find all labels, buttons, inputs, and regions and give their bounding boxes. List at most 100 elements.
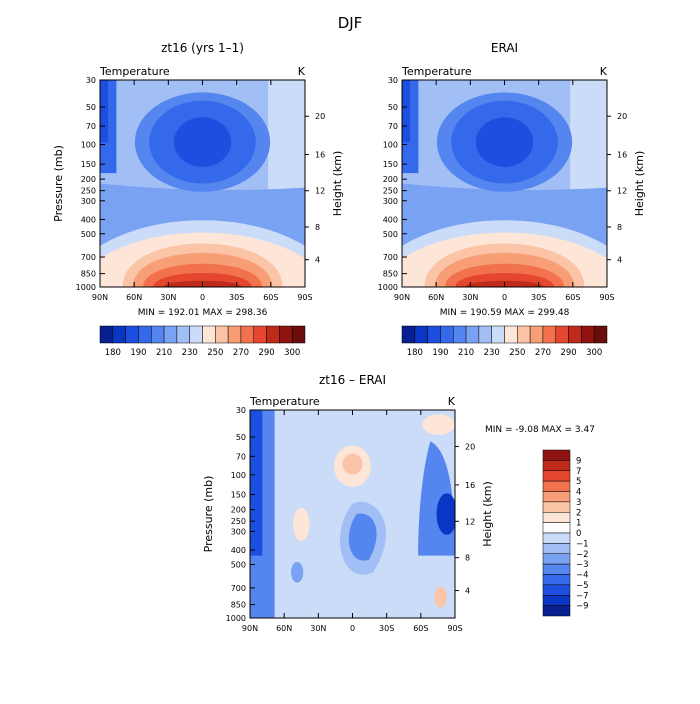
- y-tick-label: 50: [236, 433, 246, 442]
- x-tick-label: 30S: [379, 624, 394, 633]
- y-tick-label: 400: [231, 546, 246, 555]
- colorbar-swatch: [189, 325, 203, 344]
- colorbar-swatch: [542, 574, 571, 586]
- stats-text: MIN = -9.08 MAX = 3.47: [485, 425, 595, 435]
- x-tick-label: 90S: [447, 624, 462, 633]
- colorbar-swatch: [542, 595, 571, 606]
- y-tick-label: 200: [383, 175, 398, 184]
- colorbar-swatch: [542, 522, 571, 534]
- colorbar-label: −7: [576, 591, 589, 601]
- colorbar-label: 230: [182, 348, 198, 358]
- y-tick-label: 250: [231, 517, 246, 526]
- y-tick-label: 850: [231, 601, 246, 610]
- panel-model: zt16 (yrs 1–1) Temperature K 90N 60N 30N 0 30S 6…: [52, 41, 344, 358]
- y-tick-label: 1000: [378, 283, 398, 292]
- y-axis-label: Pressure (mb): [52, 145, 65, 222]
- field-contour: [402, 80, 411, 143]
- y-tick-label: 500: [231, 560, 246, 569]
- colorbar-swatch: [542, 563, 571, 575]
- field-contour: [173, 117, 232, 167]
- colorbar-label: 190: [130, 348, 146, 358]
- y-tick-label: 300: [231, 527, 246, 536]
- colorbar-label: 300: [284, 348, 300, 358]
- colorbar-swatch: [163, 325, 178, 344]
- colorbar-label: 300: [586, 348, 602, 358]
- field-contour: [475, 117, 534, 167]
- colorbar-label: 2: [576, 508, 581, 518]
- height-tick-label: 8: [617, 223, 622, 232]
- x-tick-label: 60S: [565, 293, 580, 302]
- contour-field: [402, 80, 607, 287]
- y-axis-label: Pressure (mb): [202, 476, 215, 553]
- y-tick-label: 250: [81, 187, 96, 196]
- colorbar-swatch: [176, 325, 190, 344]
- contour-field: [250, 410, 455, 618]
- colorbar-swatch: [266, 325, 280, 344]
- panel-subtitle-left: Temperature: [99, 65, 170, 78]
- height-tick-label: 12: [315, 187, 325, 196]
- y-tick-label: 50: [388, 103, 398, 112]
- colorbar-label: −1: [576, 539, 589, 549]
- y-tick-label: 100: [231, 471, 246, 480]
- y-tick-label: 400: [383, 215, 398, 224]
- y-tick-label: 300: [383, 197, 398, 206]
- y-tick-label: 200: [231, 506, 246, 515]
- y-tick-label: 50: [86, 103, 96, 112]
- field-contour: [434, 586, 447, 608]
- colorbar-swatch: [568, 325, 582, 344]
- x-tick-label: 30S: [531, 293, 546, 302]
- colorbar-label: −5: [576, 581, 589, 591]
- colorbar-swatch: [427, 325, 441, 344]
- colorbar-swatch: [542, 605, 571, 617]
- field-contour: [422, 414, 455, 435]
- colorbar-label: 5: [576, 477, 581, 487]
- x-tick-label: 90N: [92, 293, 108, 302]
- colorbar-swatch: [542, 449, 571, 461]
- x-tick-label: 90N: [242, 624, 258, 633]
- colorbar-label: 250: [207, 348, 223, 358]
- x-tick-label: 0: [200, 293, 205, 302]
- y-tick-label: 70: [86, 122, 96, 131]
- field-contour: [436, 493, 455, 535]
- y-tick-label: 100: [81, 141, 96, 150]
- field-contour: [293, 507, 310, 542]
- colorbar-swatch: [542, 501, 571, 513]
- colorbar-swatch: [542, 470, 571, 482]
- x-tick-label: 60S: [413, 624, 428, 633]
- field-contour: [291, 561, 304, 583]
- y-tick-label: 150: [383, 160, 398, 169]
- colorbar-swatch: [151, 325, 165, 344]
- colorbar-swatch: [593, 325, 608, 344]
- stats-text: MIN = 192.01 MAX = 298.36: [138, 308, 268, 318]
- colorbar-swatch: [227, 325, 242, 344]
- colorbar-label: 290: [560, 348, 576, 358]
- height-tick-label: 20: [315, 112, 325, 121]
- colorbar-label: 290: [258, 348, 274, 358]
- panel-subtitle-left: Temperature: [249, 395, 320, 408]
- y-tick-label: 500: [383, 230, 398, 239]
- colorbar-swatch: [542, 532, 571, 544]
- colorbar-swatch: [215, 325, 229, 344]
- x-tick-label: 0: [350, 624, 355, 633]
- height-tick-label: 16: [465, 481, 475, 490]
- colorbar-swatch: [542, 460, 571, 471]
- y-tick-label: 850: [81, 270, 96, 279]
- colorbar-label: 7: [576, 467, 581, 477]
- panel-diff: zt16 – ERAI Temperature K 90N 60N 30N 0 30S 60S 9…: [202, 373, 595, 633]
- field-contour: [250, 410, 263, 556]
- height-tick-label: 4: [465, 587, 470, 596]
- x-tick-label: 60N: [276, 624, 292, 633]
- colorbar-swatch: [542, 553, 571, 565]
- panel-units: K: [448, 395, 456, 408]
- figure-title: DJF: [338, 14, 363, 32]
- field-contour: [100, 80, 109, 143]
- y-tick-label: 30: [236, 406, 246, 415]
- colorbar-label: 190: [432, 348, 448, 358]
- colorbar-label: 180: [105, 348, 121, 358]
- y-tick-label: 700: [81, 253, 96, 262]
- x-tick-label: 90N: [394, 293, 410, 302]
- panel-units: K: [298, 65, 306, 78]
- y-tick-label: 500: [81, 230, 96, 239]
- field-band: [268, 80, 305, 194]
- colorbar-swatch: [99, 325, 114, 344]
